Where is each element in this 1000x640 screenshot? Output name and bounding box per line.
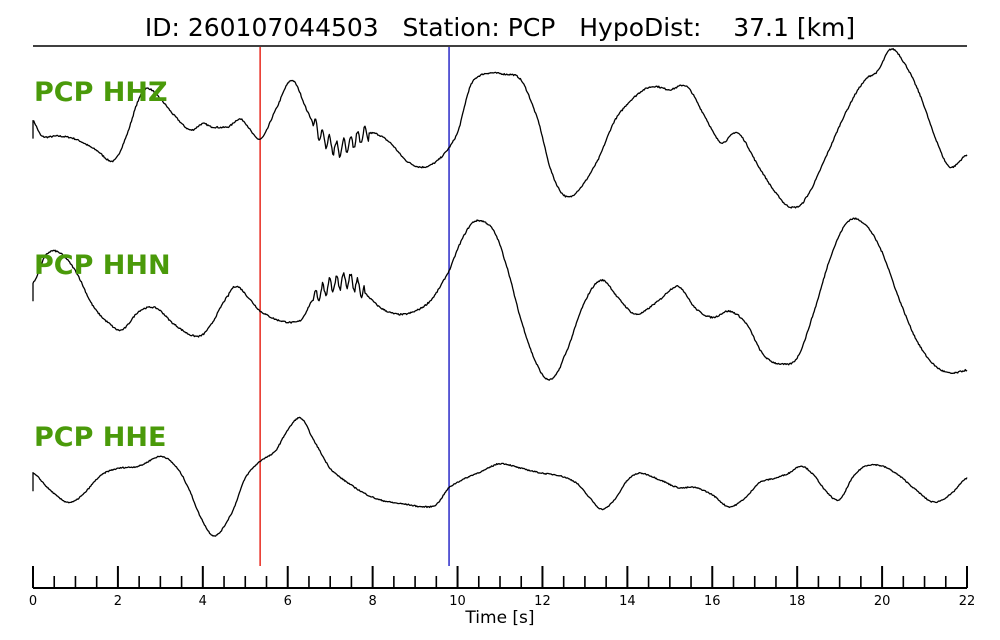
- x-tick-label: 22: [959, 594, 976, 609]
- trace-label-pcp-hhe: PCP HHE: [34, 422, 166, 453]
- x-axis: 0 2 4 6 8 10 12 14 16 18 20 22: [29, 566, 975, 609]
- x-tick-label: 10: [449, 594, 466, 609]
- traces-layer: PCP HHZ PCP HHN PCP HHE: [32, 47, 968, 537]
- x-tick-label: 20: [874, 594, 891, 609]
- trace-pcp-hhe: [32, 416, 968, 537]
- x-tick-label: 4: [199, 594, 207, 609]
- x-tick-label: 14: [619, 594, 636, 609]
- x-tick-label: 16: [704, 594, 721, 609]
- x-tick-label: 0: [29, 594, 37, 609]
- x-tick-label: 8: [368, 594, 376, 609]
- x-tick-label: 2: [114, 594, 122, 609]
- x-tick-label: 6: [284, 594, 292, 609]
- trace-pcp-hhn: [32, 217, 968, 381]
- trace-label-pcp-hhn: PCP HHN: [34, 250, 171, 281]
- x-tick-label: 18: [789, 594, 806, 609]
- x-tick-label: 12: [534, 594, 551, 609]
- picks-layer: [259, 47, 450, 566]
- trace-pcp-hhz: [32, 47, 968, 209]
- trace-label-pcp-hhz: PCP HHZ: [34, 77, 168, 108]
- chart-title: ID: 260107044503 Station: PCP HypoDist: …: [145, 13, 855, 42]
- x-axis-label: Time [s]: [464, 608, 534, 628]
